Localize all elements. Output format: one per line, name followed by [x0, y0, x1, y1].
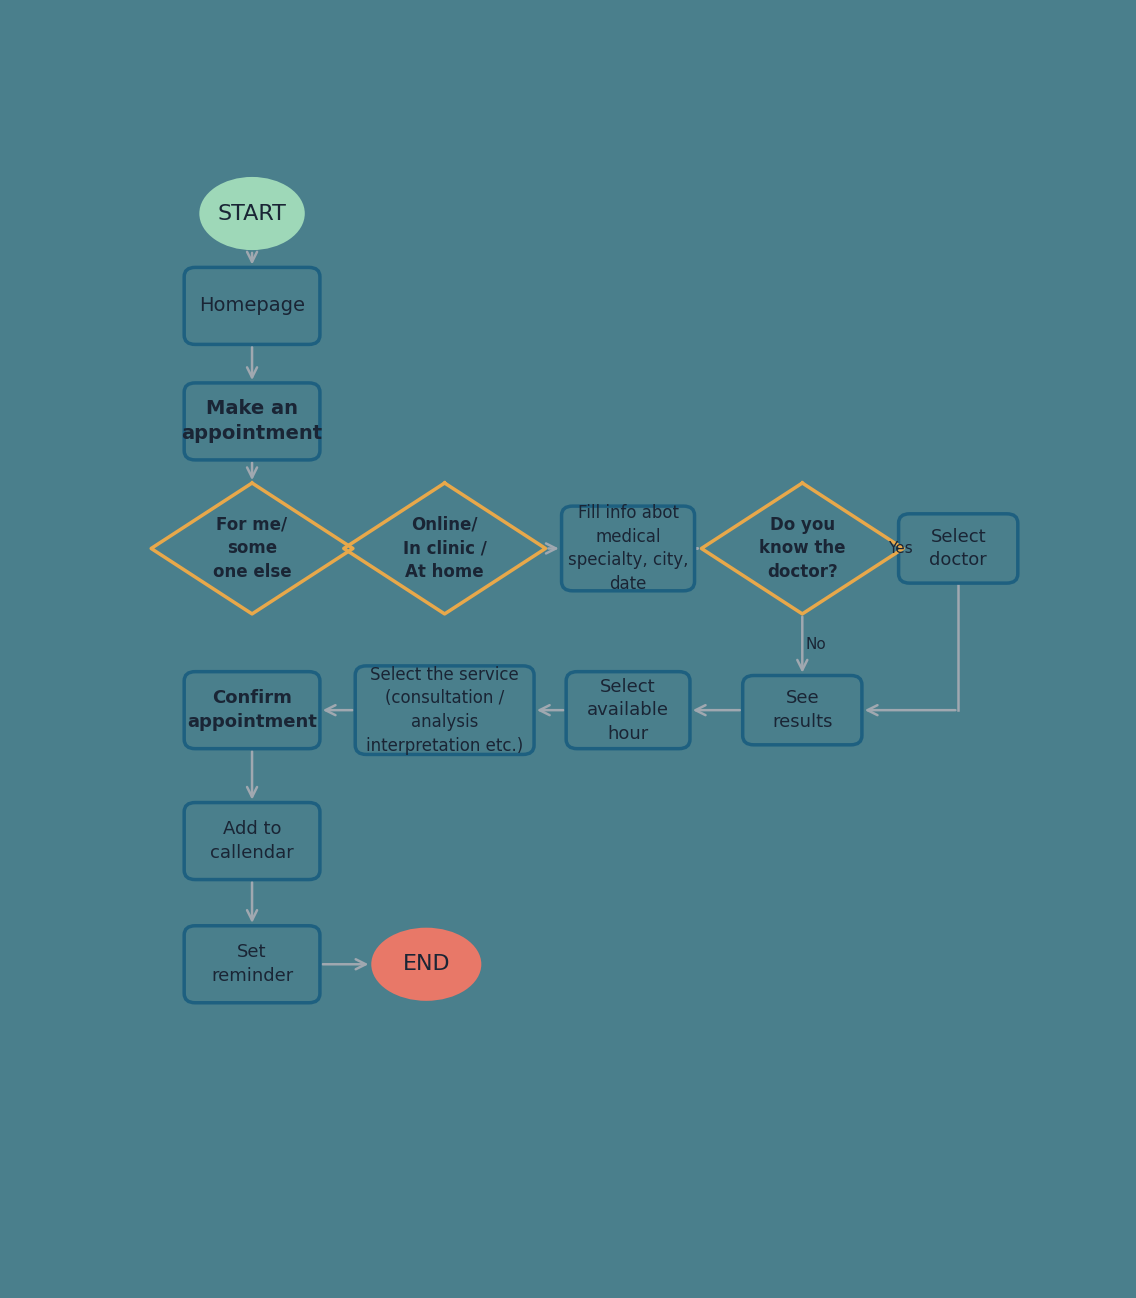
Text: Confirm
appointment: Confirm appointment [187, 689, 317, 731]
FancyBboxPatch shape [743, 675, 862, 745]
FancyBboxPatch shape [356, 666, 534, 754]
Text: Add to
callendar: Add to callendar [210, 820, 294, 862]
Text: END: END [402, 954, 450, 975]
Text: Homepage: Homepage [199, 296, 306, 315]
Text: Select
available
hour: Select available hour [587, 678, 669, 742]
Text: Online/
In clinic /
At home: Online/ In clinic / At home [402, 515, 486, 582]
FancyBboxPatch shape [184, 802, 320, 880]
FancyBboxPatch shape [899, 514, 1018, 583]
Text: START: START [218, 204, 286, 223]
FancyBboxPatch shape [566, 671, 690, 749]
Ellipse shape [371, 928, 482, 1001]
Ellipse shape [199, 177, 304, 251]
Text: Do you
know the
doctor?: Do you know the doctor? [759, 515, 845, 582]
Text: Select
doctor: Select doctor [929, 528, 987, 570]
FancyBboxPatch shape [561, 506, 694, 591]
Text: Set
reminder: Set reminder [211, 944, 293, 985]
FancyBboxPatch shape [184, 671, 320, 749]
Text: Make an
appointment: Make an appointment [182, 400, 323, 444]
Polygon shape [701, 483, 903, 614]
FancyBboxPatch shape [184, 383, 320, 459]
Text: See
results: See results [772, 689, 833, 731]
Polygon shape [344, 483, 545, 614]
FancyBboxPatch shape [184, 267, 320, 344]
Text: For me/
some
one else: For me/ some one else [212, 515, 291, 582]
FancyBboxPatch shape [184, 925, 320, 1003]
Polygon shape [151, 483, 353, 614]
Text: Fill info abot
medical
specialty, city,
date: Fill info abot medical specialty, city, … [568, 504, 688, 593]
Text: Yes: Yes [888, 541, 913, 556]
Text: No: No [805, 637, 826, 652]
Text: Select the service
(consultation /
analysis
interpretation etc.): Select the service (consultation / analy… [366, 666, 524, 754]
